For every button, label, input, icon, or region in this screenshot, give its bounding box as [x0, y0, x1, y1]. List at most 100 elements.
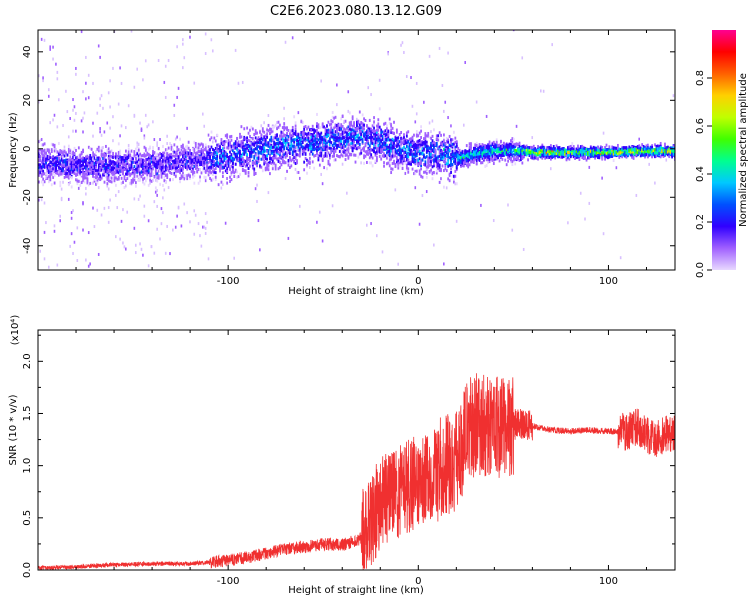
heatmap-cell	[126, 210, 129, 214]
heatmap-cell	[398, 153, 401, 157]
heatmap-cell	[407, 155, 410, 159]
heatmap-cell	[156, 172, 159, 176]
heatmap-cell	[216, 133, 219, 137]
heatmap-cell	[321, 141, 324, 145]
heatmap-cell	[397, 152, 400, 156]
heatmap-cell	[346, 126, 348, 130]
heatmap-cell	[415, 130, 418, 134]
heatmap-cell	[337, 125, 340, 129]
heatmap-cell	[50, 160, 53, 164]
heatmap-cell	[279, 123, 281, 127]
heatmap-cell	[46, 148, 49, 152]
heatmap-cell	[482, 154, 485, 158]
heatmap-cell	[263, 121, 265, 125]
heatmap-cell	[334, 158, 337, 162]
heatmap-cell	[313, 139, 316, 143]
heatmap-cell	[464, 161, 467, 165]
heatmap-cell	[196, 162, 199, 166]
heatmap-cell	[317, 154, 320, 158]
heatmap-cell	[63, 145, 66, 149]
heatmap-cell	[231, 168, 234, 172]
heatmap-cell	[243, 144, 246, 148]
heatmap-cell	[343, 127, 345, 131]
heatmap-cell	[366, 130, 368, 134]
heatmap-cell	[220, 180, 223, 184]
heatmap-cell	[79, 183, 82, 187]
heatmap-cell	[480, 161, 482, 165]
heatmap-cell	[211, 163, 214, 167]
heatmap-cell	[70, 171, 73, 175]
heatmap-cell	[97, 166, 100, 170]
heatmap-cell	[122, 180, 124, 184]
heatmap-cell	[307, 148, 310, 152]
heatmap-cell	[43, 257, 46, 261]
heatmap-cell	[93, 171, 96, 175]
heatmap-cell	[52, 156, 55, 160]
heatmap-cell	[200, 171, 203, 175]
heatmap-cell	[202, 163, 204, 167]
heatmap-cell	[253, 156, 256, 160]
heatmap-cell	[367, 129, 370, 133]
heatmap-cell	[164, 159, 167, 163]
heatmap-cell	[65, 157, 67, 161]
heatmap-cell	[306, 137, 308, 141]
heatmap-cell	[132, 150, 134, 154]
heatmap-cell	[333, 138, 336, 142]
heatmap-cell	[464, 154, 467, 158]
heatmap-cell	[468, 150, 471, 154]
heatmap-cell	[494, 155, 497, 159]
heatmap-cell	[400, 43, 402, 47]
heatmap-cell	[350, 128, 353, 132]
heatmap-cell	[53, 224, 56, 228]
heatmap-cell	[360, 126, 363, 130]
heatmap-cell	[444, 161, 447, 165]
heatmap-cell	[100, 133, 103, 137]
heatmap-cell	[217, 161, 220, 165]
heatmap-cell	[169, 142, 172, 146]
heatmap-cell	[172, 148, 174, 152]
heatmap-cell	[216, 147, 219, 151]
heatmap-cell	[146, 158, 149, 162]
heatmap-cell	[239, 172, 241, 176]
heatmap-cell	[87, 264, 90, 268]
heatmap-cell	[211, 49, 214, 53]
heatmap-cell	[109, 164, 112, 168]
heatmap-cell	[124, 178, 127, 182]
heatmap-cell	[344, 144, 347, 148]
heatmap-cell	[234, 168, 237, 172]
heatmap-cell	[82, 172, 85, 176]
heatmap-cell	[204, 226, 207, 230]
heatmap-cell	[403, 133, 405, 137]
heatmap-cell	[400, 148, 403, 152]
heatmap-cell	[224, 169, 227, 173]
heatmap-cell	[267, 161, 270, 165]
heatmap-cell	[314, 154, 317, 158]
heatmap-cell	[157, 165, 160, 169]
heatmap-cell	[97, 186, 100, 190]
heatmap-cell	[169, 157, 172, 161]
heatmap-cell	[193, 181, 196, 185]
heatmap-cell	[66, 175, 69, 179]
heatmap-cell	[163, 151, 166, 155]
heatmap-cell	[450, 140, 452, 144]
heatmap-cell	[247, 131, 250, 135]
heatmap-cell	[182, 171, 184, 175]
heatmap-cell	[38, 180, 40, 184]
heatmap-cell	[438, 158, 441, 162]
heatmap-cell	[152, 146, 154, 150]
heatmap-cell	[167, 163, 170, 167]
heatmap-cell	[271, 125, 274, 129]
heatmap-cell	[340, 132, 343, 136]
heatmap-cell	[82, 150, 85, 154]
heatmap-cell	[93, 156, 96, 160]
heatmap-cell	[330, 130, 333, 134]
heatmap-cell	[63, 149, 66, 153]
heatmap-cell	[169, 153, 172, 157]
heatmap-cell	[437, 159, 440, 163]
heatmap-cell	[226, 146, 229, 150]
heatmap-cell	[132, 180, 134, 184]
heatmap-cell	[420, 167, 422, 171]
heatmap-cell	[480, 203, 482, 207]
heatmap-cell	[423, 100, 425, 104]
heatmap-cell	[414, 172, 417, 176]
